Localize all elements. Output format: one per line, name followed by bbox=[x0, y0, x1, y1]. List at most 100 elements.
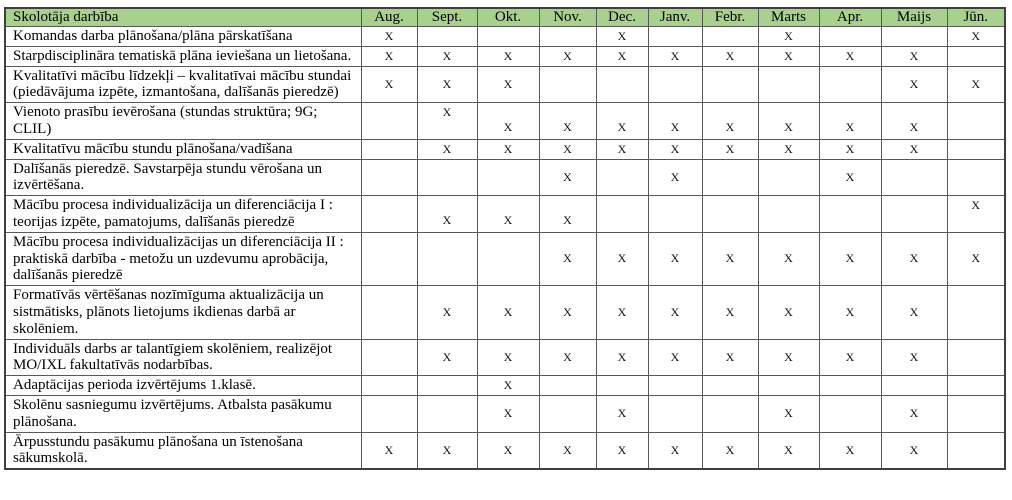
mark-cell: X bbox=[538, 338, 597, 377]
activity-plan-table: Skolotāja darbība Aug. Sept. Okt. Nov. Dec. Ja… bbox=[4, 7, 1006, 471]
mark-cell bbox=[360, 102, 418, 140]
mark-cell bbox=[647, 394, 703, 433]
mark-cell bbox=[880, 158, 948, 197]
activity-cell: Skolēnu sasniegumu izvērtējums. Atbalsta… bbox=[4, 394, 362, 433]
column-header-month: Sept. bbox=[416, 7, 478, 27]
mark-cell: X bbox=[946, 195, 1006, 233]
mark-cell: X bbox=[595, 26, 649, 47]
activity-cell: Starpdisciplināra tematiskā plāna ievieš… bbox=[4, 45, 362, 67]
mark-cell bbox=[818, 65, 882, 104]
mark-cell: X bbox=[880, 65, 948, 104]
table-row: Starpdisciplināra tematiskā plāna ievieš… bbox=[4, 45, 1006, 67]
mark-cell bbox=[946, 394, 1006, 433]
mark-cell bbox=[880, 195, 948, 233]
activity-cell: Komandas darba plānošana/plāna pārskatīš… bbox=[4, 26, 362, 47]
mark-cell: X bbox=[757, 102, 820, 140]
column-header-month: Marts bbox=[757, 7, 820, 27]
table-row: Individuāls darbs ar talantīgiem skolēni… bbox=[4, 338, 1006, 377]
mark-cell bbox=[946, 45, 1006, 67]
mark-cell bbox=[701, 26, 759, 47]
mark-cell bbox=[476, 26, 540, 47]
mark-cell: X bbox=[360, 45, 418, 67]
mark-cell bbox=[416, 375, 478, 396]
table-row: Formatīvās vērtēšanas nozīmīguma aktuali… bbox=[4, 285, 1006, 340]
mark-cell: X bbox=[476, 285, 540, 340]
mark-cell: X bbox=[595, 431, 649, 470]
mark-cell bbox=[946, 375, 1006, 396]
mark-cell bbox=[416, 394, 478, 433]
mark-cell: X bbox=[757, 26, 820, 47]
mark-cell: X bbox=[595, 102, 649, 140]
mark-cell bbox=[946, 285, 1006, 340]
mark-cell: X bbox=[818, 231, 882, 287]
activity-cell: Formatīvās vērtēšanas nozīmīguma aktuali… bbox=[4, 285, 362, 340]
mark-cell: X bbox=[701, 431, 759, 470]
mark-cell: X bbox=[647, 102, 703, 140]
mark-cell bbox=[360, 195, 418, 233]
mark-cell: X bbox=[595, 231, 649, 287]
mark-cell: X bbox=[647, 231, 703, 287]
mark-cell: X bbox=[757, 45, 820, 67]
mark-cell: X bbox=[476, 338, 540, 377]
activity-cell: Individuāls darbs ar talantīgiem skolēni… bbox=[4, 338, 362, 377]
mark-cell bbox=[595, 195, 649, 233]
mark-cell: X bbox=[416, 138, 478, 160]
column-header-month: Nov. bbox=[538, 7, 597, 27]
mark-cell: X bbox=[880, 102, 948, 140]
mark-cell bbox=[360, 394, 418, 433]
mark-cell: X bbox=[647, 285, 703, 340]
document-page: Skolotāja darbība Aug. Sept. Okt. Nov. Dec. Ja… bbox=[4, 7, 1006, 471]
table-row: Ārpusstundu pasākumu plānošana un īsteno… bbox=[4, 431, 1006, 470]
mark-cell: X bbox=[538, 102, 597, 140]
activity-cell: Adaptācijas perioda izvērtējums 1.klasē. bbox=[4, 375, 362, 396]
column-header-month: Dec. bbox=[595, 7, 649, 27]
mark-cell: X bbox=[595, 285, 649, 340]
activity-cell: Mācību procesa individualizācijas un dif… bbox=[4, 231, 362, 287]
mark-cell: X bbox=[946, 231, 1006, 287]
mark-cell bbox=[416, 231, 478, 287]
mark-cell: X bbox=[880, 338, 948, 377]
table-row: Vienoto prasību ievērošana (stundas stru… bbox=[4, 102, 1006, 140]
table-row: Dalīšanās pieredzē. Savstarpēja stundu v… bbox=[4, 158, 1006, 197]
mark-cell bbox=[538, 394, 597, 433]
column-header-month: Febr. bbox=[701, 7, 759, 27]
mark-cell: X bbox=[595, 394, 649, 433]
table-row: Kvalitatīvu mācību stundu plānošana/vadī… bbox=[4, 138, 1006, 160]
mark-cell: X bbox=[880, 231, 948, 287]
mark-cell bbox=[538, 65, 597, 104]
mark-cell bbox=[946, 138, 1006, 160]
column-header-month: Janv. bbox=[647, 7, 703, 27]
column-header-month: Aug. bbox=[360, 7, 418, 27]
mark-cell bbox=[476, 158, 540, 197]
mark-cell: X bbox=[476, 102, 540, 140]
mark-cell: X bbox=[701, 338, 759, 377]
mark-cell: X bbox=[538, 231, 597, 287]
mark-cell: X bbox=[416, 65, 478, 104]
header-row: Skolotāja darbība Aug. Sept. Okt. Nov. Dec. Ja… bbox=[4, 7, 1006, 27]
mark-cell bbox=[647, 195, 703, 233]
mark-cell: X bbox=[946, 26, 1006, 47]
mark-cell bbox=[701, 65, 759, 104]
mark-cell: X bbox=[476, 195, 540, 233]
mark-cell bbox=[595, 158, 649, 197]
mark-cell: X bbox=[360, 431, 418, 470]
column-header-month: Okt. bbox=[476, 7, 540, 27]
activity-cell: Kvalitatīvu mācību stundu plānošana/vadī… bbox=[4, 138, 362, 160]
mark-cell bbox=[880, 26, 948, 47]
mark-cell: X bbox=[647, 138, 703, 160]
mark-cell: X bbox=[701, 138, 759, 160]
mark-cell: X bbox=[880, 285, 948, 340]
mark-cell bbox=[701, 195, 759, 233]
mark-cell: X bbox=[595, 138, 649, 160]
mark-cell bbox=[880, 375, 948, 396]
mark-cell: X bbox=[818, 102, 882, 140]
mark-cell bbox=[818, 26, 882, 47]
mark-cell: X bbox=[818, 338, 882, 377]
mark-cell: X bbox=[880, 431, 948, 470]
mark-cell bbox=[701, 375, 759, 396]
activity-cell: Mācību procesa individualizācija un dife… bbox=[4, 195, 362, 233]
mark-cell bbox=[946, 338, 1006, 377]
mark-cell: X bbox=[416, 102, 478, 140]
mark-cell: X bbox=[757, 285, 820, 340]
mark-cell: X bbox=[757, 431, 820, 470]
